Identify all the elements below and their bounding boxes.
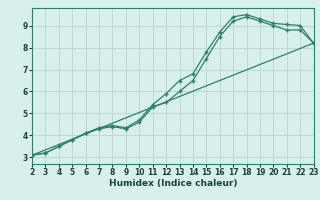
X-axis label: Humidex (Indice chaleur): Humidex (Indice chaleur) (108, 179, 237, 188)
